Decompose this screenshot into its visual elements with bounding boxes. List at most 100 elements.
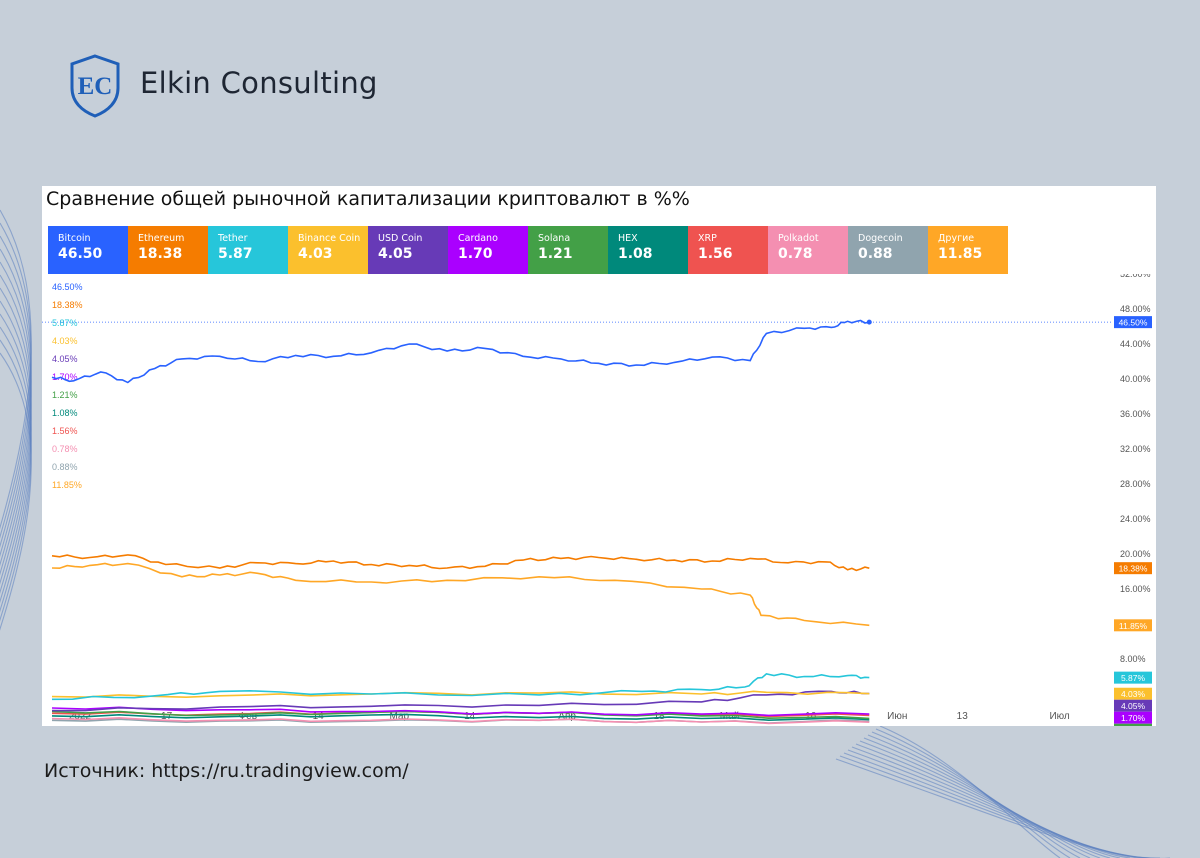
price-label: 1.21% [1121, 725, 1146, 726]
deco-curve-right [859, 740, 1111, 858]
symbol-tile-value: 46.50 [58, 246, 103, 262]
deco-curve-left [0, 326, 32, 613]
y-tick-label: 48.00% [1120, 304, 1151, 314]
legend-value-label: 0.88% [52, 462, 78, 472]
symbol-tile-value: 1.08 [618, 246, 653, 262]
symbol-tile[interactable]: Solana 1.21 [528, 226, 608, 274]
y-tick-label: 44.00% [1120, 339, 1151, 349]
deco-curve-right [851, 746, 1131, 858]
symbol-tile[interactable]: Tether 5.87 [208, 226, 288, 274]
symbol-tile-name: Bitcoin [58, 233, 91, 244]
price-label-box [1114, 316, 1152, 329]
chart-title: Сравнение общей рыночной капитализации к… [46, 188, 690, 210]
price-label: 4.05% [1121, 701, 1146, 711]
deco-curve-left [0, 248, 32, 557]
x-tick-label: Июн [887, 711, 907, 722]
symbol-tile-name: XRP [698, 233, 717, 244]
price-label: 5.87% [1121, 673, 1146, 683]
symbol-tile-value: 1.21 [538, 246, 573, 262]
symbol-tile[interactable]: XRP 1.56 [688, 226, 768, 274]
symbol-tile[interactable]: Dogecoin 0.88 [848, 226, 928, 274]
legend-value-label: 1.56% [52, 426, 78, 436]
deco-curve-left [0, 352, 32, 631]
symbol-tile-name: USD Coin [378, 233, 423, 244]
symbol-tile-value: 1.56 [698, 246, 733, 262]
logo-letters: EC [78, 73, 113, 100]
legend-value-label: 46.50% [52, 282, 83, 292]
symbol-tile[interactable]: HEX 1.08 [608, 226, 688, 274]
symbol-tile[interactable]: USD Coin 4.05 [368, 226, 448, 274]
symbol-tile-value: 0.88 [858, 246, 893, 262]
symbol-tile[interactable]: Cardano 1.70 [448, 226, 528, 274]
symbol-tile-value: 1.70 [458, 246, 493, 262]
symbol-tile-value: 4.05 [378, 246, 413, 262]
price-label-box [1114, 562, 1152, 575]
price-label-box [1114, 711, 1152, 724]
y-tick-label: 32.00% [1120, 444, 1151, 454]
deco-curve-left [0, 235, 32, 548]
chart-plot: 2022 17 Фев 14 Мар 14 Апр 18 Май 16 Июн 13 Июл52.00%… [42, 274, 1152, 726]
y-tick-label: 24.00% [1120, 514, 1151, 524]
legend-value-label: 4.03% [52, 336, 78, 346]
deco-curve-right [847, 749, 1141, 858]
y-tick-label: 20.00% [1120, 549, 1151, 559]
price-label: 46.50% [1119, 318, 1148, 328]
symbol-tile-value: 4.03 [298, 246, 333, 262]
last-point [866, 319, 872, 325]
symbol-tile-name: Dogecoin [858, 233, 903, 244]
y-tick-label: 36.00% [1120, 409, 1151, 419]
symbol-tile[interactable]: Polkadot 0.78 [768, 226, 848, 274]
deco-curve-left [0, 339, 32, 622]
legend-value-label: 4.05% [52, 354, 78, 364]
brand-name: Elkin Consulting [140, 66, 378, 100]
symbol-tile-name: Solana [538, 233, 571, 244]
x-tick-label: Май [720, 711, 740, 722]
legend-value-label: 11.85% [52, 480, 82, 490]
symbol-tile-name: Cardano [458, 233, 498, 244]
legend-value-label: 1.08% [52, 408, 78, 418]
deco-curve-left [0, 274, 32, 576]
symbol-tile[interactable]: Bitcoin 46.50 [48, 226, 128, 274]
x-tick-label: Мар [390, 711, 410, 722]
symbol-tile-value: 5.87 [218, 246, 253, 262]
symbol-tile-name: Polkadot [778, 233, 819, 244]
deco-curve-left [0, 261, 32, 567]
legend-value-label: 1.21% [52, 390, 78, 400]
x-tick-label: 18 [654, 711, 666, 722]
chart-card: Сравнение общей рыночной капитализации к… [42, 186, 1156, 726]
deco-curve-left [0, 300, 32, 594]
symbol-tile[interactable]: Binance Coin 4.03 [288, 226, 368, 274]
price-label-box [1114, 619, 1152, 632]
source-caption: Источник: https://ru.tradingview.com/ [44, 760, 409, 782]
symbol-tile-value: 11.85 [938, 246, 983, 262]
symbol-tile-name: Другие [938, 233, 975, 244]
legend-value-label: 1.70% [52, 372, 78, 382]
y-tick-label: 52.00% [1120, 274, 1151, 279]
logo-shield-icon: EC [70, 54, 120, 118]
symbol-tile[interactable]: Другие 11.85 [928, 226, 1008, 274]
y-tick-label: 16.00% [1120, 584, 1151, 594]
price-label-box [1114, 699, 1152, 712]
y-tick-label: 28.00% [1120, 479, 1151, 489]
price-label: 18.38% [1119, 564, 1148, 574]
series-line [51, 706, 870, 717]
deco-curve-left [0, 209, 32, 530]
deco-curve-left [0, 287, 32, 585]
series-line [51, 690, 870, 699]
price-label: 1.70% [1121, 713, 1146, 723]
price-label: 11.85% [1119, 621, 1148, 631]
symbol-tile-name: Binance Coin [298, 233, 361, 244]
series-line [51, 562, 870, 627]
deco-curve-left [0, 222, 32, 539]
y-tick-label: 8.00% [1120, 654, 1146, 664]
legend-value-label: 0.78% [52, 444, 78, 454]
series-line [52, 690, 870, 712]
symbol-tile[interactable]: Ethereum 18.38 [128, 226, 208, 274]
legend-value-label: 5.87% [52, 318, 78, 328]
series-line [51, 672, 870, 701]
symbol-tile-value: 18.38 [138, 246, 183, 262]
logo-shield-outline [70, 54, 120, 118]
series-line [51, 713, 870, 722]
symbol-tile-name: Ethereum [138, 233, 185, 244]
